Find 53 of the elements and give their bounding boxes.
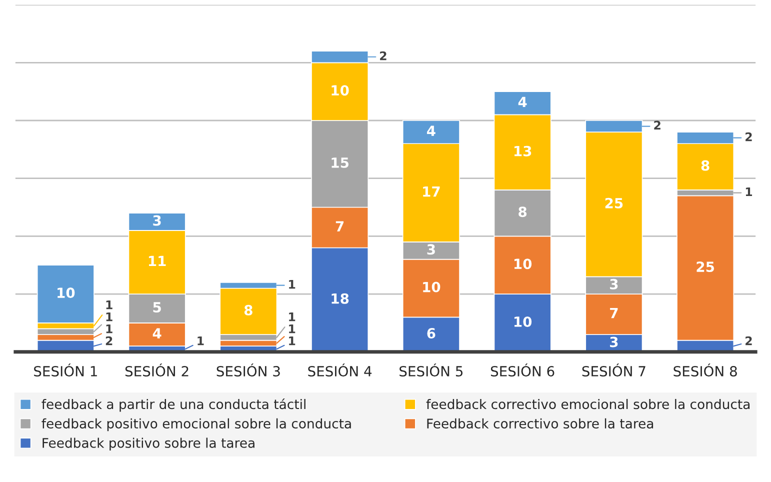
data-label: 8 (244, 304, 252, 316)
data-label: 3 (427, 244, 435, 255)
legend-label: Feedback positivo sobre la tarea (42, 438, 254, 450)
data-label: 7 (610, 308, 618, 318)
x-tick-label: SESIÓN 8 (674, 363, 737, 376)
data-label: 2 (654, 120, 660, 130)
legend-label: feedback positivo emocional sobre la conducta (42, 418, 351, 432)
data-label: 1 (289, 312, 296, 322)
x-tick-label: SESIÓN 5 (400, 363, 463, 376)
data-label: 1 (289, 280, 296, 289)
data-label: 17 (423, 186, 440, 197)
data-label: 25 (696, 262, 714, 272)
data-label: 3 (610, 336, 618, 348)
data-label: 1 (106, 324, 112, 334)
x-tick-label: SESIÓN 6 (490, 363, 554, 376)
data-label: 8 (518, 206, 527, 218)
x-tick-label: SESIÓN 1 (34, 363, 97, 376)
x-tick-label: SESIÓN 2 (125, 363, 188, 376)
data-label: 4 (426, 126, 436, 136)
x-tick-label: SESIÓN 7 (582, 363, 646, 376)
data-label: 3 (153, 215, 161, 226)
data-label: 10 (332, 85, 349, 96)
data-label: 13 (514, 146, 532, 156)
data-label: 2 (380, 51, 386, 60)
data-label: 25 (605, 198, 623, 208)
legend-label: feedback a partir de una conducta táctil (42, 398, 306, 412)
data-label: 3 (610, 278, 618, 290)
data-label: 5 (153, 302, 161, 313)
data-label: 10 (514, 258, 532, 270)
data-label: 1 (106, 300, 112, 310)
data-label: 2 (106, 336, 112, 346)
data-label: 11 (148, 256, 166, 266)
data-label: 10 (58, 288, 75, 298)
data-label: 1 (198, 336, 204, 346)
data-label: 1 (289, 336, 296, 346)
data-label: 7 (336, 221, 344, 232)
data-label: 1 (106, 312, 112, 322)
data-label: 4 (518, 96, 527, 107)
data-label: 4 (152, 328, 162, 338)
data-label: 1 (289, 324, 296, 334)
data-label: 10 (514, 316, 532, 327)
legend-label: feedback correctivo emocional sobre la conducta (426, 398, 750, 410)
legend-label: Feedback correctivo sobre la tarea (427, 418, 654, 429)
data-label: 8 (701, 160, 710, 171)
x-tick-label: SESIÓN 4 (308, 363, 372, 376)
data-label: 15 (332, 158, 349, 168)
data-label: 2 (746, 132, 752, 142)
data-label: 6 (427, 328, 436, 339)
x-tick-label: SESIÓN 3 (216, 363, 280, 376)
data-label: 2 (746, 336, 752, 346)
data-label: 18 (332, 293, 349, 304)
data-label: 10 (423, 282, 440, 292)
data-label: 1 (746, 187, 752, 196)
